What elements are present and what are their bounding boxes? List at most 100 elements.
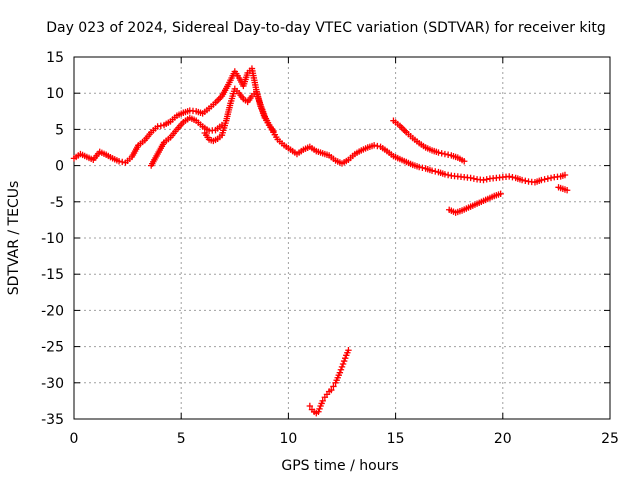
data-point bbox=[403, 158, 410, 166]
data-point bbox=[403, 129, 410, 136]
data-point bbox=[480, 176, 487, 184]
data-point bbox=[506, 173, 513, 180]
data-point bbox=[538, 176, 545, 184]
data-point bbox=[383, 147, 391, 155]
data-point bbox=[147, 129, 155, 136]
data-point bbox=[244, 69, 251, 77]
data-point bbox=[561, 171, 569, 179]
data-point bbox=[180, 109, 187, 116]
data-point bbox=[471, 201, 479, 208]
data-fill-marker bbox=[316, 405, 323, 413]
data-point bbox=[235, 74, 243, 82]
data-point bbox=[478, 198, 485, 205]
data-point bbox=[214, 135, 221, 143]
series-outlier-dip-trace bbox=[306, 347, 352, 417]
data-fill-marker bbox=[444, 151, 452, 158]
x-tick-label: 20 bbox=[494, 431, 512, 447]
data-point bbox=[306, 143, 314, 150]
data-point bbox=[336, 369, 344, 376]
data-point bbox=[77, 150, 84, 158]
x-tick-label: 5 bbox=[177, 431, 186, 447]
data-fill-marker bbox=[432, 168, 439, 175]
y-tick-label: -5 bbox=[50, 195, 64, 211]
data-point bbox=[465, 204, 472, 211]
data-fill-marker bbox=[339, 360, 347, 368]
data-point bbox=[338, 160, 346, 167]
data-point bbox=[167, 118, 174, 125]
data-point bbox=[186, 107, 193, 114]
data-point bbox=[332, 379, 339, 386]
data-point bbox=[422, 144, 429, 151]
series-low-morning-trace bbox=[147, 114, 226, 169]
data-point bbox=[458, 207, 466, 214]
data-point bbox=[435, 168, 442, 176]
data-fill-marker bbox=[547, 174, 555, 182]
data-point bbox=[435, 149, 442, 156]
data-point bbox=[270, 127, 277, 135]
data-point bbox=[330, 383, 337, 390]
data-point bbox=[293, 150, 301, 158]
y-tick-label: 5 bbox=[55, 122, 64, 138]
data-point bbox=[486, 175, 494, 182]
x-axis-label: GPS time / hours bbox=[281, 458, 398, 474]
series-evening-upper-trace bbox=[390, 117, 468, 165]
y-tick-label: -15 bbox=[41, 267, 64, 283]
chart-title: Day 023 of 2024, Sidereal Day-to-day VTE… bbox=[46, 20, 606, 36]
data-point bbox=[205, 136, 213, 143]
data-point bbox=[531, 179, 539, 186]
data-point bbox=[167, 134, 174, 141]
data-point bbox=[409, 161, 416, 169]
data-point bbox=[257, 101, 264, 108]
data-point bbox=[274, 136, 281, 143]
data-fill-marker bbox=[444, 171, 452, 179]
data-point bbox=[70, 155, 78, 162]
data-point bbox=[248, 65, 256, 72]
data-point bbox=[218, 92, 226, 100]
data-point bbox=[493, 174, 500, 182]
data-point bbox=[109, 155, 116, 162]
series-lower-branch-trace bbox=[201, 85, 277, 145]
data-point bbox=[231, 68, 238, 75]
data-point bbox=[193, 117, 200, 124]
data-point bbox=[154, 150, 161, 158]
data-point bbox=[428, 167, 436, 174]
data-point bbox=[551, 173, 558, 181]
data-point bbox=[315, 408, 322, 415]
data-point bbox=[90, 156, 97, 164]
x-tick-label: 25 bbox=[601, 431, 619, 447]
data-point bbox=[328, 386, 335, 394]
data-point bbox=[231, 85, 238, 93]
data-point bbox=[135, 142, 142, 149]
data-point bbox=[358, 147, 365, 154]
data-point bbox=[454, 154, 461, 161]
y-tick-label: 0 bbox=[55, 159, 64, 175]
data-point bbox=[446, 206, 453, 213]
data-point bbox=[319, 150, 326, 157]
data-point bbox=[461, 173, 468, 181]
grid bbox=[74, 57, 610, 419]
data-point bbox=[461, 158, 468, 165]
data-point bbox=[223, 117, 230, 124]
data-point bbox=[338, 363, 346, 371]
data-fill-marker bbox=[374, 142, 381, 150]
data-point bbox=[83, 153, 91, 161]
data-point bbox=[334, 374, 341, 381]
data-point bbox=[343, 352, 350, 359]
x-tick-label: 10 bbox=[279, 431, 297, 447]
y-tick-label: -30 bbox=[41, 376, 64, 392]
data-point bbox=[128, 153, 136, 161]
axis-ticks: 0 5 10 15 20 25 15 10 5 0 -5 -10 -15 -20 -25 -30 -35 bbox=[41, 50, 619, 447]
data-point bbox=[287, 146, 294, 153]
y-tick-label: -10 bbox=[41, 231, 64, 247]
data-point bbox=[484, 195, 491, 203]
data-point bbox=[240, 82, 247, 90]
data-point bbox=[319, 397, 326, 405]
data-point bbox=[173, 126, 181, 133]
data-point bbox=[345, 156, 352, 164]
data-point bbox=[115, 158, 123, 165]
series-late-tail-trace bbox=[555, 184, 571, 194]
data-point bbox=[390, 117, 397, 124]
data-point bbox=[467, 174, 474, 182]
data-point bbox=[122, 159, 129, 166]
data-point bbox=[491, 192, 498, 200]
